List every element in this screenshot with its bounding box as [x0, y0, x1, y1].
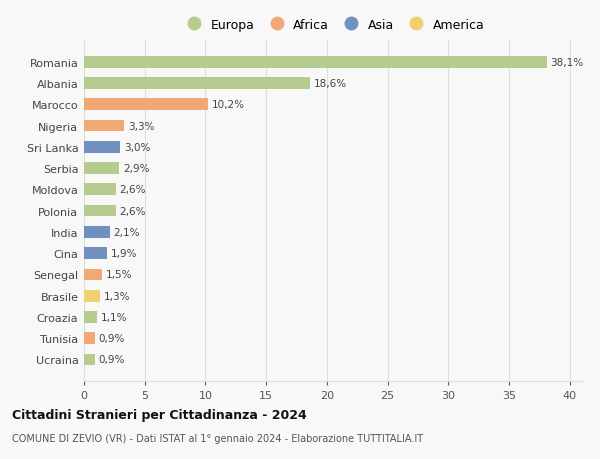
Bar	[84, 290, 100, 302]
Bar	[84, 248, 107, 259]
Text: Cittadini Stranieri per Cittadinanza - 2024: Cittadini Stranieri per Cittadinanza - 2…	[12, 408, 307, 421]
Bar	[84, 57, 547, 68]
Bar	[84, 227, 110, 238]
Bar	[84, 142, 121, 153]
Text: 18,6%: 18,6%	[314, 79, 347, 89]
Text: 38,1%: 38,1%	[550, 57, 584, 67]
Bar	[84, 78, 310, 90]
Text: 2,9%: 2,9%	[123, 164, 149, 174]
Text: 1,9%: 1,9%	[111, 249, 137, 258]
Text: 10,2%: 10,2%	[212, 100, 245, 110]
Text: 1,3%: 1,3%	[103, 291, 130, 301]
Text: 3,0%: 3,0%	[124, 142, 151, 152]
Text: 3,3%: 3,3%	[128, 121, 154, 131]
Text: 2,6%: 2,6%	[119, 185, 146, 195]
Bar	[84, 184, 116, 196]
Bar	[84, 311, 97, 323]
Bar	[84, 333, 95, 344]
Text: COMUNE DI ZEVIO (VR) - Dati ISTAT al 1° gennaio 2024 - Elaborazione TUTTITALIA.I: COMUNE DI ZEVIO (VR) - Dati ISTAT al 1° …	[12, 433, 423, 442]
Text: 2,6%: 2,6%	[119, 206, 146, 216]
Legend: Europa, Africa, Asia, America: Europa, Africa, Asia, America	[176, 14, 490, 37]
Text: 0,9%: 0,9%	[98, 355, 125, 365]
Bar	[84, 163, 119, 174]
Bar	[84, 99, 208, 111]
Text: 1,5%: 1,5%	[106, 270, 133, 280]
Bar	[84, 354, 95, 365]
Text: 0,9%: 0,9%	[98, 334, 125, 343]
Bar	[84, 120, 124, 132]
Bar	[84, 269, 102, 280]
Text: 1,1%: 1,1%	[101, 312, 128, 322]
Bar	[84, 205, 116, 217]
Text: 2,1%: 2,1%	[113, 227, 140, 237]
